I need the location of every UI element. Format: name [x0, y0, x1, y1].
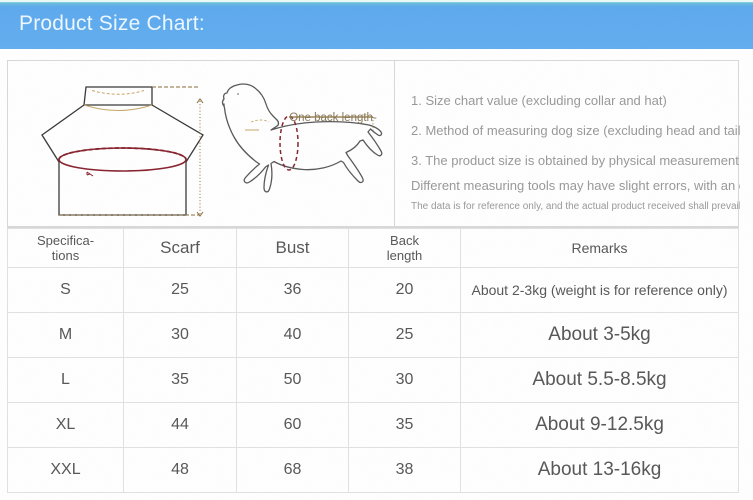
svg-text:One back length-: One back length-	[289, 112, 377, 124]
